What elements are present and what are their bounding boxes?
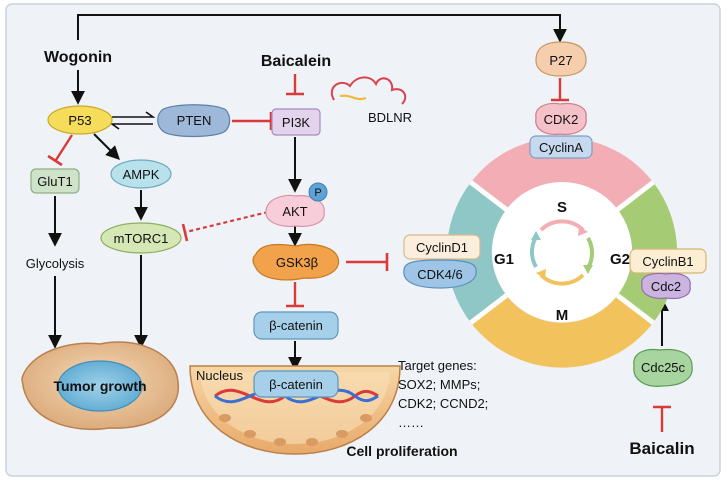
p53-inhibits-glut1-bar: [47, 154, 63, 167]
pten-to-p53-harpoon: [109, 123, 153, 130]
phase-s-label: S: [557, 199, 567, 216]
cell-cycle-ring: S G1 G2 M: [446, 137, 678, 368]
target-genes-line-2: CDK2; CCND2;: [398, 396, 488, 411]
mtorc1-label: mTORC1: [114, 231, 169, 246]
glut1-label: GluT1: [37, 174, 72, 189]
ampk-node: [110, 159, 172, 189]
bdlnr-rna-accent: [339, 94, 367, 101]
cdc25c-node: [633, 348, 693, 387]
phase-s-segment: [470, 137, 654, 210]
baicalin-label: Baicalin: [629, 439, 694, 458]
p53-to-pten-harpoon: [112, 111, 156, 118]
nucleus-label: Nucleus: [196, 368, 243, 383]
cycle-arrowhead-s: [578, 226, 588, 236]
p53-inhibits-glut1: [54, 134, 74, 161]
cyclina-label: CyclinA: [539, 140, 583, 155]
nuclear-pore: [360, 414, 372, 422]
bcatenin-node: [253, 311, 339, 340]
p53-node: [47, 105, 113, 135]
tumor-cell-illustration: Tumor growth: [21, 341, 179, 431]
cdc2-node: [641, 272, 691, 300]
cdk46-node: [403, 259, 477, 289]
cdk46-label: CDK4/6: [417, 267, 463, 282]
gsk3b-label: GSK3β: [276, 255, 318, 270]
cdk2-node: [535, 102, 587, 135]
phase-m-label: M: [556, 307, 569, 324]
target-genes-title: Target genes:: [398, 358, 477, 373]
pten-label: PTEN: [177, 113, 212, 128]
wogonin-to-p27-arrow: [77, 14, 567, 43]
gsk3b-node: [252, 243, 340, 281]
bdlnr-rna-strand: [331, 76, 407, 105]
cyclinb1-label: CyclinB1: [642, 254, 693, 269]
target-genes-ellipsis: ……: [398, 415, 424, 430]
dna-strand-blue: [214, 388, 379, 404]
cyclind1-label: CyclinD1: [416, 240, 468, 255]
cyclina-node: [529, 135, 593, 159]
nuclear-pore: [306, 438, 318, 446]
ring-center: [492, 182, 632, 322]
cdc2-label: Cdc2: [651, 279, 681, 294]
phospho-p-node: [308, 182, 328, 202]
ring-gap: [469, 180, 509, 212]
nuclear-pore: [219, 414, 231, 422]
mtorc1-node: [100, 222, 182, 254]
cyclinb1-node: [629, 248, 707, 274]
pi3k-node: [271, 108, 321, 136]
phase-g1-label: G1: [494, 251, 514, 268]
akt-inhibits-mtorc1-bar: [181, 223, 189, 242]
pten-node: [157, 104, 231, 138]
tumor-cell-nucleus: [57, 360, 143, 412]
nucleus-illustration: [189, 365, 401, 455]
akt-node: [265, 194, 325, 227]
target-genes-line-1: SOX2; MMPs;: [398, 377, 480, 392]
cycle-arrowhead-g1: [531, 231, 541, 240]
cdc25c-label: Cdc25c: [641, 360, 686, 375]
cycle-arrowhead-g2: [583, 265, 593, 274]
ring-gap: [615, 293, 655, 325]
p27-label: P27: [549, 53, 572, 68]
phase-m-segment: [470, 295, 654, 368]
ring-gap: [615, 180, 655, 212]
p53-to-ampk-arrow: [93, 133, 120, 160]
bcatenin-label: β-catenin: [269, 318, 323, 333]
nuclear-pore: [274, 438, 286, 446]
cdk2-label: CDK2: [544, 112, 579, 127]
cyclind1-node: [403, 234, 481, 260]
phospho-p-label: P: [314, 187, 321, 199]
bdlnr-label: BDLNR: [368, 110, 412, 125]
cell-proliferation-label: Cell proliferation: [346, 443, 457, 459]
ampk-label: AMPK: [123, 167, 160, 182]
akt-inhibits-mtorc1: [185, 210, 269, 234]
nuclear-pore: [244, 430, 256, 438]
ring-gap: [469, 293, 509, 325]
baicalein-label: Baicalein: [261, 53, 331, 70]
cycle-arrowhead-m: [536, 269, 546, 279]
p27-node: [535, 41, 587, 77]
glut1-node: [30, 168, 80, 194]
wogonin-label: Wogonin: [44, 49, 112, 66]
pi3k-label: PI3K: [282, 115, 311, 130]
phase-g2-label: G2: [610, 251, 630, 268]
p53-label: P53: [68, 113, 91, 128]
akt-label: AKT: [282, 204, 307, 219]
bcatenin-nucleus-node: [253, 370, 339, 398]
glycolysis-label: Glycolysis: [26, 256, 85, 271]
nuclear-pore: [336, 430, 348, 438]
tumor-growth-label: Tumor growth: [53, 378, 146, 394]
bcatenin-nucleus-label: β-catenin: [269, 377, 323, 392]
